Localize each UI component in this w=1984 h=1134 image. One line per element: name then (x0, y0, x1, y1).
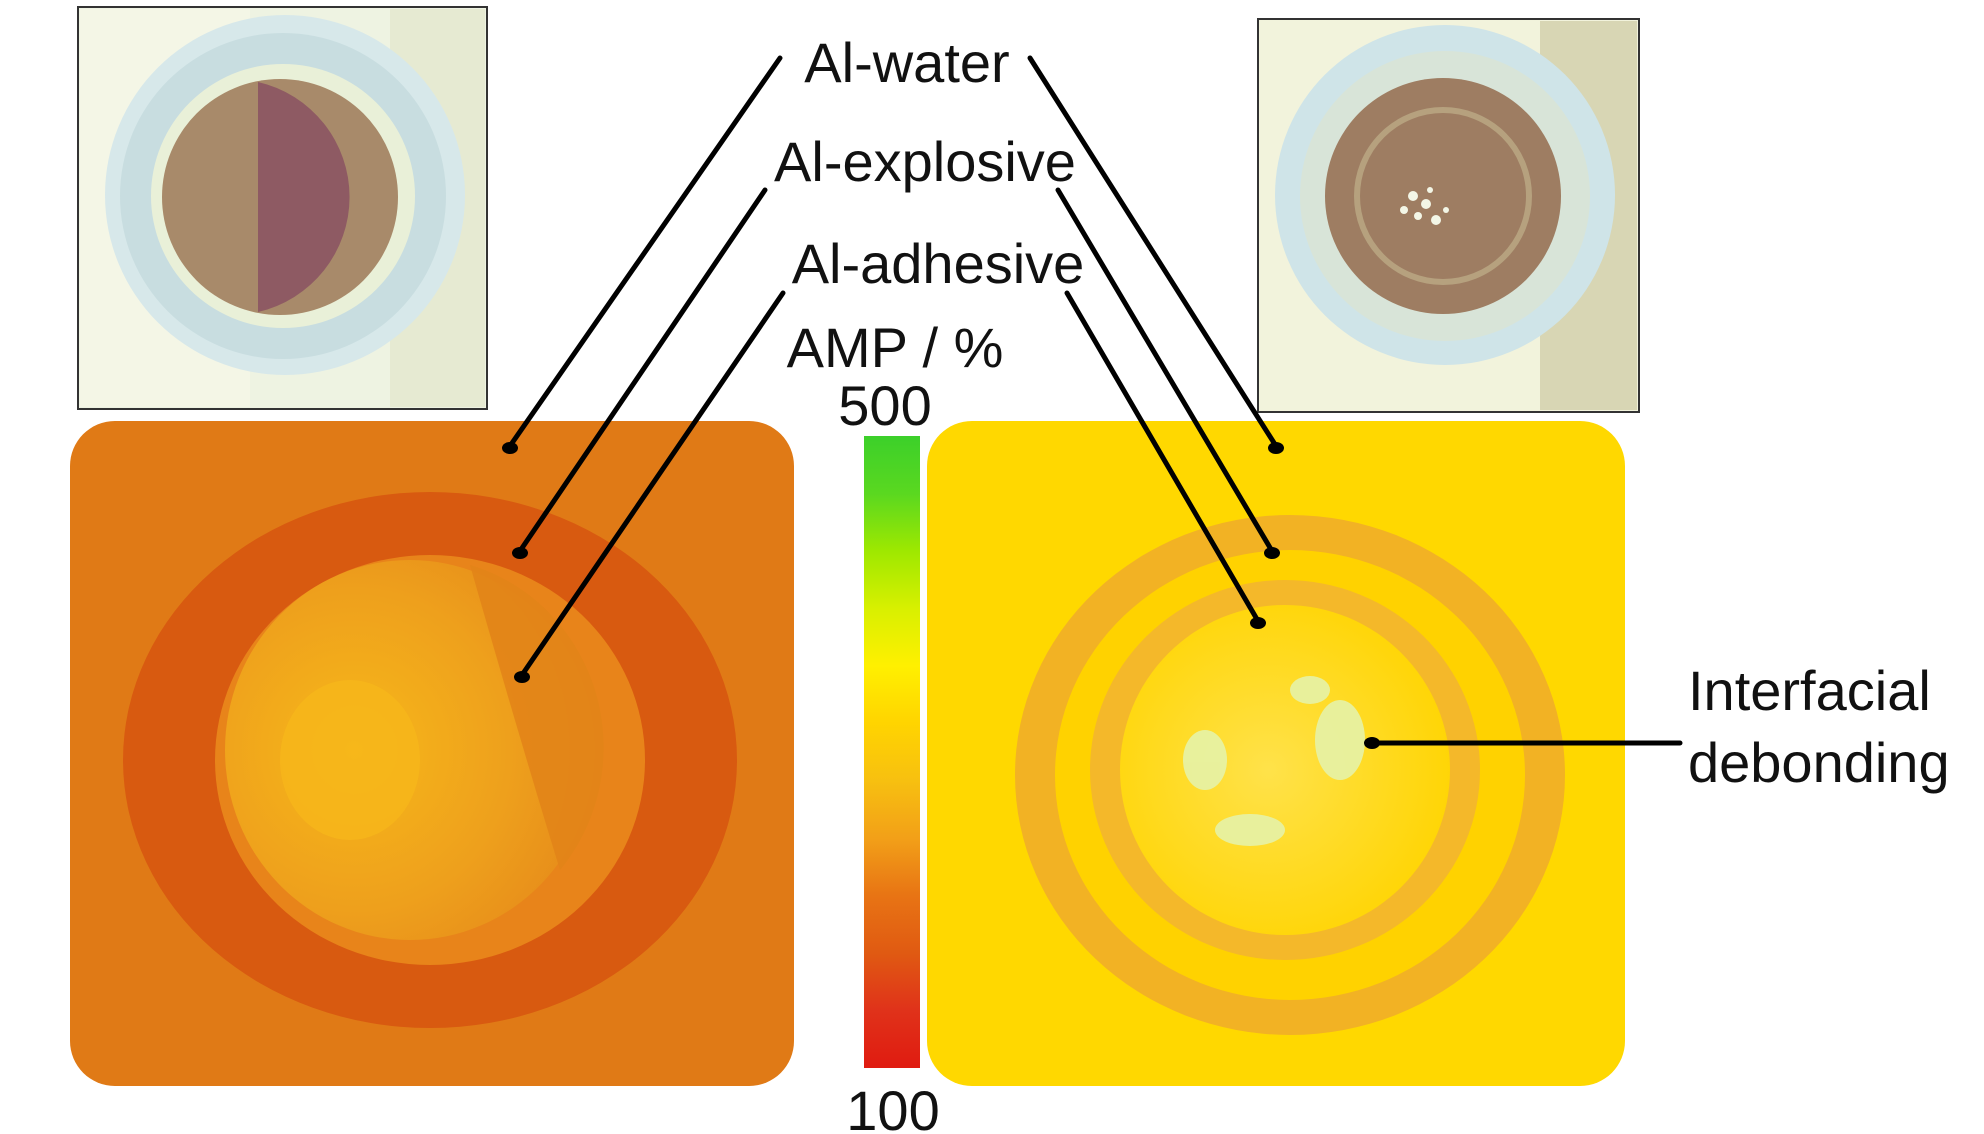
photo-left (77, 6, 488, 410)
label-al-adhesive: Al-adhesive (792, 232, 1085, 295)
label-al-explosive: Al-explosive (774, 130, 1076, 193)
annotation-interfacial: Interfacial (1688, 659, 1931, 722)
leader-al-adhesive-right (1064, 290, 1261, 624)
leader-al-explosive-left (517, 187, 768, 554)
amp-map-left (70, 421, 794, 1086)
leader-dots (502, 442, 1380, 749)
colorbar-max-label: 500 (838, 374, 931, 437)
leader-al-water-right (1027, 55, 1279, 449)
photo-right (1257, 18, 1640, 413)
label-al-water: Al-water (804, 31, 1009, 94)
annotation-debonding: debonding (1688, 731, 1950, 794)
leader-al-water-left (507, 55, 783, 449)
colorbar-min-label: 100 (846, 1079, 939, 1134)
amp-map-right (927, 421, 1625, 1086)
leader-al-adhesive-left (519, 290, 786, 678)
colorbar-gradient (864, 436, 920, 1068)
colorbar (864, 436, 920, 1068)
leader-lines (507, 55, 1683, 746)
leader-al-explosive-right (1055, 187, 1275, 554)
colorbar-title: AMP / % (787, 316, 1004, 379)
